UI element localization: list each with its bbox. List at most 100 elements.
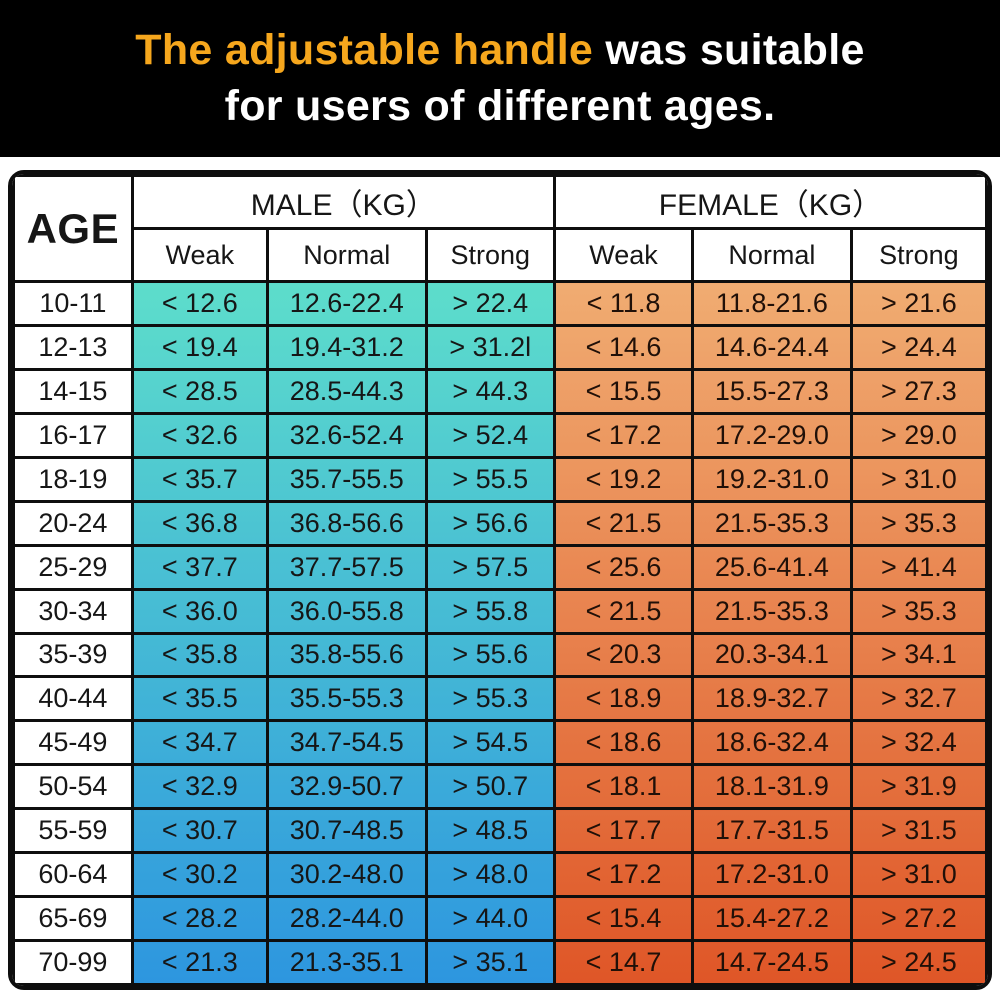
male-weak-cell: < 35.5	[130, 675, 269, 723]
age-cell: 50-54	[12, 763, 134, 811]
title-accent: The adjustable handle	[135, 26, 594, 75]
male-weak-cell: < 19.4	[130, 323, 269, 371]
female-strong-cell: > 34.1	[849, 631, 988, 679]
female-strong-cell: > 31.5	[849, 807, 988, 855]
female-weak-cell: < 14.7	[552, 939, 695, 986]
table-row: 12-13 < 19.4 19.4-31.2 > 31.2l < 14.6 14…	[12, 323, 988, 371]
male-strong-cell: > 50.7	[424, 763, 556, 811]
table-row: 45-49 < 34.7 34.7-54.5 > 54.5 < 18.6 18.…	[12, 719, 988, 767]
female-normal-cell: 25.6-41.4	[691, 543, 853, 591]
male-weak-cell: < 32.6	[130, 411, 269, 459]
female-normal-cell: 19.2-31.0	[691, 455, 853, 503]
sub-header-row: Weak Normal Strong Weak Normal Strong	[14, 227, 988, 283]
age-strength-table: AGE MALE（KG） FEMALE（KG） Weak Normal Stro…	[12, 174, 988, 986]
female-strong-cell: > 27.2	[849, 895, 988, 943]
female-normal-cell: 14.6-24.4	[691, 323, 853, 371]
male-weak-cell: < 30.2	[130, 851, 269, 899]
male-strong-cell: > 48.5	[424, 807, 556, 855]
male-normal-cell: 30.7-48.5	[265, 807, 428, 855]
male-strong-cell: > 55.3	[424, 675, 556, 723]
female-strong-cell: > 24.4	[849, 323, 988, 371]
male-normal-cell: 30.2-48.0	[265, 851, 428, 899]
age-cell: 30-34	[12, 587, 134, 635]
female-weak-cell: < 18.6	[552, 719, 695, 767]
age-cell: 25-29	[12, 543, 134, 591]
female-weak-header: Weak	[552, 227, 695, 283]
female-strong-cell: > 24.5	[849, 939, 988, 986]
male-weak-cell: < 35.8	[130, 631, 269, 679]
age-cell: 18-19	[12, 455, 134, 503]
male-weak-cell: < 32.9	[130, 763, 269, 811]
female-weak-cell: < 20.3	[552, 631, 695, 679]
female-group-header: FEMALE（KG）	[552, 174, 988, 230]
male-weak-cell: < 36.8	[130, 499, 269, 547]
age-cell: 20-24	[12, 499, 134, 547]
female-normal-cell: 17.2-29.0	[691, 411, 853, 459]
age-cell: 10-11	[12, 280, 134, 327]
male-weak-cell: < 21.3	[130, 939, 269, 986]
female-strong-cell: > 32.4	[849, 719, 988, 767]
female-strong-cell: > 32.7	[849, 675, 988, 723]
female-strong-cell: > 21.6	[849, 280, 988, 327]
age-cell: 14-15	[12, 367, 134, 415]
male-strong-cell: > 44.3	[424, 367, 556, 415]
male-strong-header: Strong	[424, 227, 556, 283]
age-cell: 70-99	[12, 939, 134, 986]
female-weak-cell: < 25.6	[552, 543, 695, 591]
group-header-row: AGE MALE（KG） FEMALE（KG）	[12, 174, 988, 283]
table-row: 20-24 < 36.8 36.8-56.6 > 56.6 < 21.5 21.…	[12, 499, 988, 547]
age-cell: 40-44	[12, 675, 134, 723]
male-weak-cell: < 28.5	[130, 367, 269, 415]
female-strong-cell: > 27.3	[849, 367, 988, 415]
female-normal-cell: 15.5-27.3	[691, 367, 853, 415]
table-body: 10-11 < 12.6 12.6-22.4 > 22.4 < 11.8 11.…	[12, 280, 988, 986]
table-row: 18-19 < 35.7 35.7-55.5 > 55.5 < 19.2 19.…	[12, 455, 988, 503]
age-cell: 65-69	[12, 895, 134, 943]
title-banner: The adjustable handle was suitable for u…	[0, 0, 1000, 157]
female-normal-cell: 18.9-32.7	[691, 675, 853, 723]
male-weak-cell: < 28.2	[130, 895, 269, 943]
male-strong-cell: > 55.6	[424, 631, 556, 679]
female-weak-cell: < 11.8	[552, 280, 695, 327]
male-weak-cell: < 36.0	[130, 587, 269, 635]
male-strong-cell: > 54.5	[424, 719, 556, 767]
table-row: 65-69 < 28.2 28.2-44.0 > 44.0 < 15.4 15.…	[12, 895, 988, 943]
female-weak-cell: < 19.2	[552, 455, 695, 503]
female-normal-cell: 15.4-27.2	[691, 895, 853, 943]
male-strong-cell: > 35.1	[424, 939, 556, 986]
male-normal-cell: 19.4-31.2	[265, 323, 428, 371]
female-normal-cell: 11.8-21.6	[691, 280, 853, 327]
male-strong-cell: > 48.0	[424, 851, 556, 899]
age-cell: 45-49	[12, 719, 134, 767]
female-weak-cell: < 17.7	[552, 807, 695, 855]
male-weak-cell: < 12.6	[130, 280, 269, 327]
male-normal-cell: 28.2-44.0	[265, 895, 428, 943]
title-rest: was suitable	[593, 26, 865, 75]
female-normal-cell: 14.7-24.5	[691, 939, 853, 986]
female-normal-cell: 21.5-35.3	[691, 587, 853, 635]
female-strong-cell: > 31.9	[849, 763, 988, 811]
male-normal-cell: 34.7-54.5	[265, 719, 428, 767]
female-weak-cell: < 15.5	[552, 367, 695, 415]
female-weak-cell: < 17.2	[552, 851, 695, 899]
male-strong-cell: > 57.5	[424, 543, 556, 591]
male-normal-cell: 32.6-52.4	[265, 411, 428, 459]
male-weak-header: Weak	[130, 227, 269, 283]
table-row: 60-64 < 30.2 30.2-48.0 > 48.0 < 17.2 17.…	[12, 851, 988, 899]
table-row: 25-29 < 37.7 37.7-57.5 > 57.5 < 25.6 25.…	[12, 543, 988, 591]
female-weak-cell: < 21.5	[552, 499, 695, 547]
title-line-2: for users of different ages.	[224, 81, 776, 130]
female-weak-cell: < 18.9	[552, 675, 695, 723]
male-weak-cell: < 34.7	[130, 719, 269, 767]
female-normal-cell: 18.1-31.9	[691, 763, 853, 811]
female-normal-cell: 18.6-32.4	[691, 719, 853, 767]
male-normal-cell: 35.8-55.6	[265, 631, 428, 679]
male-weak-cell: < 37.7	[130, 543, 269, 591]
strength-table: AGE MALE（KG） FEMALE（KG） Weak Normal Stro…	[8, 170, 992, 990]
male-normal-header: Normal	[265, 227, 428, 283]
female-strong-cell: > 35.3	[849, 587, 988, 635]
table-row: 50-54 < 32.9 32.9-50.7 > 50.7 < 18.1 18.…	[12, 763, 988, 811]
male-strong-cell: > 55.8	[424, 587, 556, 635]
table-row: 14-15 < 28.5 28.5-44.3 > 44.3 < 15.5 15.…	[12, 367, 988, 415]
female-strong-cell: > 29.0	[849, 411, 988, 459]
